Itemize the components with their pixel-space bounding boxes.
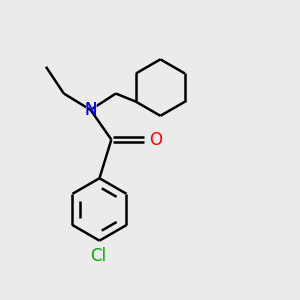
Text: N: N xyxy=(84,101,97,119)
Text: N: N xyxy=(84,101,97,119)
Text: N: N xyxy=(83,100,98,119)
Text: Cl: Cl xyxy=(90,247,106,265)
Text: O: O xyxy=(149,130,162,148)
